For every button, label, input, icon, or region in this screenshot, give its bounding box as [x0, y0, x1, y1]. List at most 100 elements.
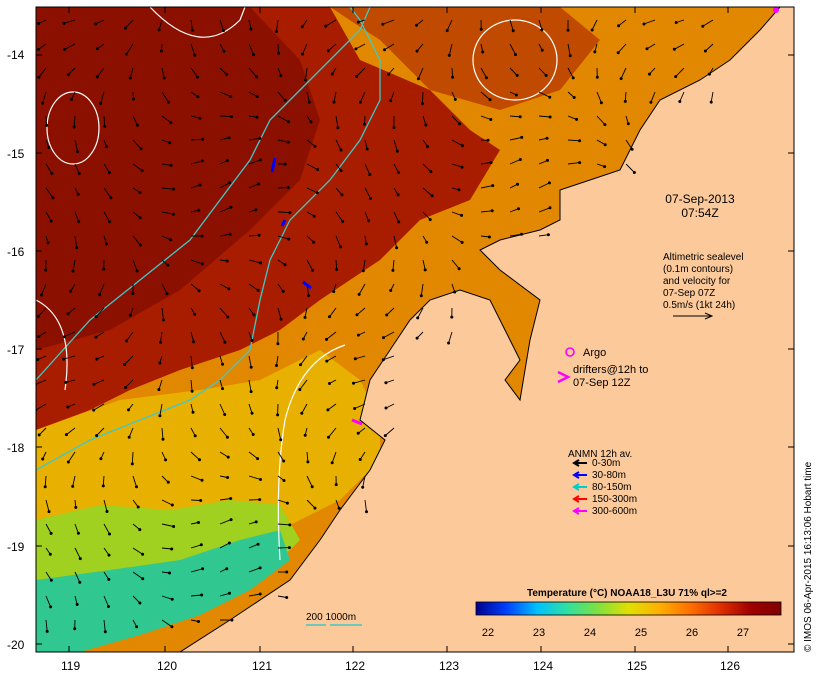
velocity-arrowhead — [301, 52, 304, 56]
velocity-arrow — [248, 475, 261, 480]
depth-contour-label: 200 1000m — [306, 612, 356, 623]
velocity-arrow — [509, 115, 521, 118]
velocity-arrowhead — [275, 364, 278, 367]
velocity-arrowhead — [159, 49, 163, 53]
velocity-arrowhead — [36, 358, 40, 362]
velocity-arrow — [219, 115, 232, 118]
velocity-arrow — [219, 427, 228, 438]
velocity-arrowhead — [226, 476, 230, 479]
velocity-arrow — [277, 43, 279, 54]
velocity-arrowhead — [170, 547, 174, 551]
cold-water-region — [36, 530, 290, 652]
velocity-arrowhead — [484, 76, 488, 80]
velocity-arrow — [385, 427, 395, 436]
velocity-arrow — [326, 331, 337, 340]
velocity-arrowhead — [545, 136, 549, 140]
velocity-arrow — [38, 43, 47, 50]
velocity-arrow — [451, 211, 462, 216]
velocity-arrowhead — [44, 268, 48, 272]
velocity-arrow — [306, 139, 316, 147]
velocity-arrowhead — [630, 147, 634, 151]
velocity-arrowhead — [95, 434, 99, 438]
velocity-arrow — [509, 19, 514, 31]
velocity-arrowhead — [66, 312, 70, 316]
velocity-arrow — [132, 115, 138, 126]
velocity-arrow — [219, 451, 229, 458]
velocity-arrowhead — [277, 51, 280, 55]
velocity-arrow — [538, 234, 549, 237]
velocity-arrow — [625, 163, 635, 173]
velocity-arrowhead — [515, 73, 519, 77]
velocity-arrowhead — [62, 21, 66, 25]
velocity-arrowhead — [424, 123, 428, 127]
velocity-arrow — [591, 19, 598, 31]
velocity-arrow — [45, 571, 52, 581]
velocity-arrowhead — [701, 24, 705, 28]
velocity-arrowhead — [255, 75, 259, 79]
velocity-arrow — [74, 211, 80, 222]
velocity-arrowhead — [365, 147, 369, 151]
velocity-arrow — [190, 451, 200, 461]
velocity-arrowhead — [355, 313, 359, 317]
velocity-arrow — [45, 163, 53, 174]
velocity-arrow — [356, 307, 366, 316]
drifter-track-30-80m — [270, 157, 277, 173]
velocity-arrowhead — [546, 158, 549, 162]
velocity-arrow — [63, 19, 76, 24]
velocity-arrowhead — [107, 577, 111, 581]
velocity-arrow — [132, 571, 143, 580]
velocity-arrow — [335, 187, 343, 196]
lon-label: 126 — [720, 659, 740, 673]
velocity-arrow — [538, 67, 547, 76]
velocity-arrowhead — [397, 220, 401, 224]
velocity-arrowhead — [340, 193, 344, 197]
velocity-arrowhead — [227, 287, 231, 291]
velocity-arrowhead — [258, 566, 262, 570]
velocity-arrowhead — [357, 292, 361, 296]
velocity-arrowhead — [279, 74, 283, 78]
velocity-arrow — [359, 91, 366, 103]
velocity-arrow — [45, 523, 52, 534]
velocity-arrowhead — [327, 435, 330, 439]
velocity-arrow — [422, 211, 431, 220]
velocity-arrow — [64, 43, 76, 50]
velocity-arrow — [64, 331, 76, 338]
velocity-arrowhead — [159, 340, 162, 344]
velocity-arrow — [161, 211, 174, 215]
velocity-arrowhead — [48, 552, 52, 556]
velocity-arrow — [219, 519, 232, 525]
velocity-arrow — [36, 379, 47, 385]
velocity-arrowhead — [391, 268, 395, 272]
velocity-arrow — [421, 91, 424, 104]
drifters-date-label: 07-Sep 12Z — [573, 377, 631, 389]
velocity-arrowhead — [66, 405, 70, 409]
velocity-arrow — [306, 451, 309, 462]
velocity-arrowhead — [172, 525, 176, 528]
velocity-arrowhead — [279, 317, 283, 321]
velocity-arrowhead — [392, 126, 396, 130]
velocity-arrowhead — [109, 196, 113, 200]
velocity-arrow — [74, 571, 81, 583]
velocity-arrow — [248, 43, 255, 55]
velocity-arrowhead — [197, 521, 200, 524]
velocity-arrow — [93, 379, 105, 385]
lon-label: 120 — [157, 659, 177, 673]
velocity-arrowhead — [69, 289, 73, 293]
velocity-arrowhead — [169, 238, 173, 242]
velocity-arrowhead — [457, 188, 461, 192]
velocity-arrowhead — [258, 498, 262, 502]
velocity-arrowhead — [674, 75, 678, 79]
anmn-legend-arrow-icon — [572, 495, 580, 503]
velocity-arrow — [383, 331, 395, 338]
velocity-arrowhead — [258, 592, 262, 596]
velocity-arrowhead — [287, 237, 291, 241]
velocity-arrowhead — [49, 531, 53, 535]
velocity-arrowhead — [281, 289, 285, 293]
velocity-arrow — [132, 259, 138, 272]
velocity-arrowhead — [225, 435, 229, 439]
velocity-arrowhead — [339, 148, 343, 152]
velocity-arrowhead — [315, 191, 319, 195]
velocity-arrowhead — [228, 591, 231, 595]
velocity-arrowhead — [415, 49, 419, 53]
velocity-arrowhead — [230, 618, 234, 622]
